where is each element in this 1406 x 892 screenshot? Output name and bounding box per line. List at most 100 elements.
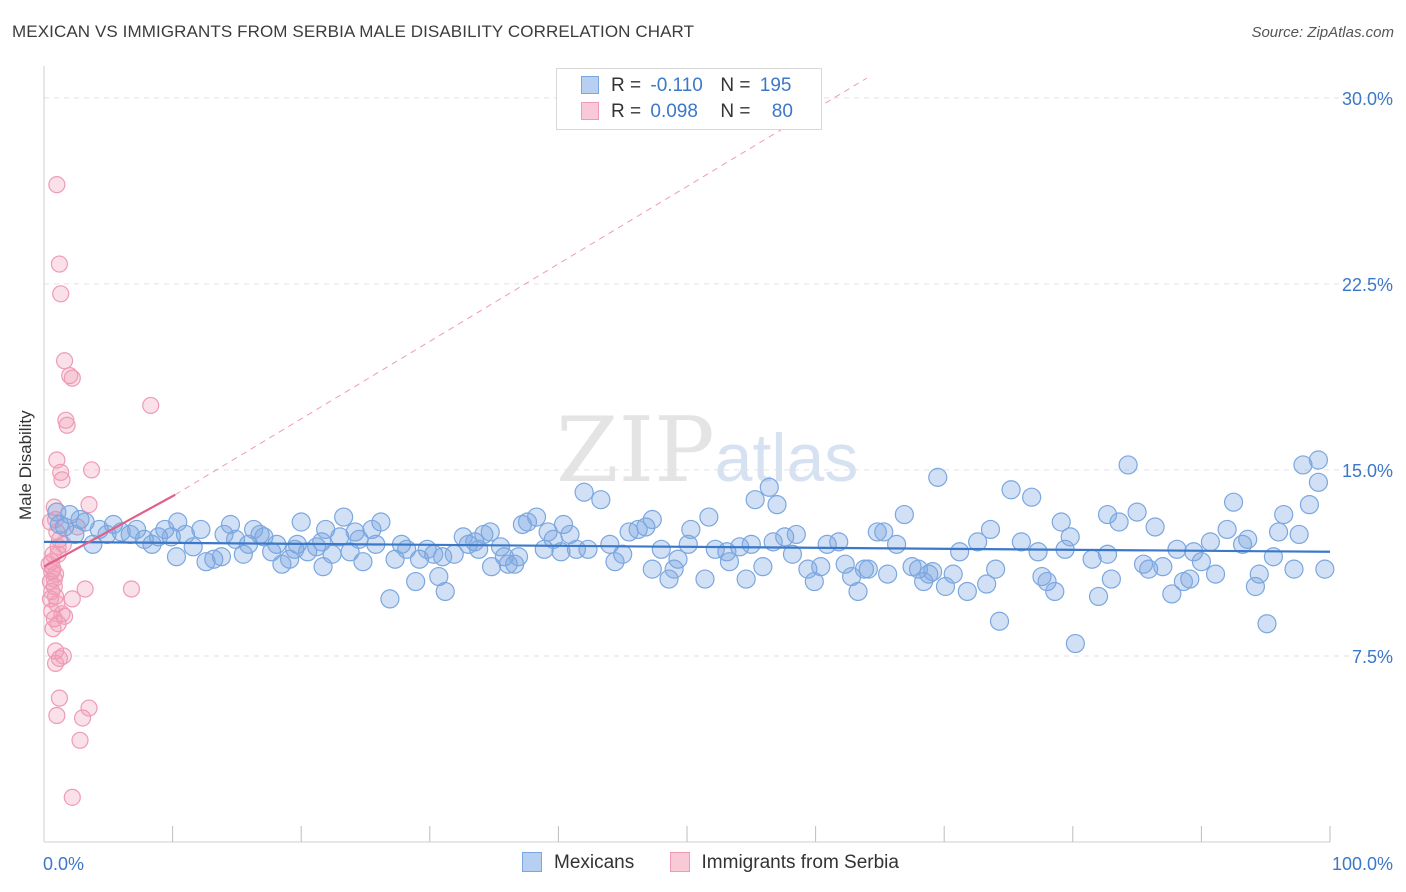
point-mexicans [957,581,977,602]
point-mexicans [605,552,625,572]
point-mexicans [1162,584,1182,604]
correlation-legend: R = -0.110 N = 195 R = 0.098 N = 80 [556,68,822,130]
point-mexicans [183,537,203,557]
point-serbia [41,590,60,608]
point-mexicans [1045,581,1065,602]
point-mexicans [54,517,75,537]
point-mexicans [322,544,342,564]
point-mexicans [980,519,1001,540]
point-mexicans [642,509,662,530]
point-mexicans [636,517,656,537]
point-mexicans [811,557,831,577]
legend-item-mexicans[interactable]: Mexicans [522,852,634,874]
legend-r-label: R = [611,75,647,96]
point-serbia [63,369,81,387]
point-mexicans [1065,633,1085,654]
point-mexicans [858,559,878,579]
point-serbia [55,352,74,370]
point-serbia [76,580,94,598]
legend-swatch-serbia [669,852,690,872]
chart-title: MEXICAN VS IMMIGRANTS FROM SERBIA MALE D… [12,22,695,41]
watermark-atlas: atlas [714,420,859,496]
point-mexicans [1315,559,1335,579]
y-tick-label: 7.5% [1352,647,1393,667]
point-mexicans [481,557,502,577]
point-mexicans [1127,502,1147,522]
point-mexicans [874,522,894,542]
point-serbia [80,699,98,717]
y-tick-labels: 7.5% 15.0% 22.5% 30.0% [1342,89,1393,667]
point-mexicans [406,571,426,592]
point-mexicans [741,534,761,554]
point-mexicans [1101,569,1121,589]
point-mexicans [312,532,332,552]
point-serbia [80,496,98,514]
trend-extension-serbia [174,77,868,496]
point-mexicans [1028,542,1048,562]
point-mexicans [409,549,430,569]
point-mexicans [1274,504,1294,525]
point-mexicans [566,539,587,559]
point-mexicans [782,544,803,564]
point-mexicans [977,574,997,594]
point-mexicans [298,542,318,562]
source-credit: Source: ZipAtlas.com [1251,24,1394,41]
point-mexicans [1060,527,1080,547]
series-legend: Mexicans Immigrants from Serbia [522,852,929,874]
point-mexicans [591,490,611,510]
point-mexicans [1180,569,1200,589]
y-tick-label: 22.5% [1342,275,1393,295]
point-mexicans [668,549,688,569]
legend-label-mexicans: Mexicans [554,852,635,873]
point-mexicans [1088,586,1109,607]
point-mexicans [166,547,187,567]
point-mexicans [1257,614,1277,634]
legend-r-label: R = [611,101,647,122]
point-mexicans [330,527,350,547]
legend-item-serbia[interactable]: Immigrants from Serbia [669,852,899,874]
point-mexicans [1299,495,1320,515]
legend-n-label: N = [720,75,756,96]
point-mexicans [950,542,970,562]
axes [43,66,1331,843]
trend-line-mexicans [43,540,1331,553]
point-mexicans [1153,557,1173,577]
point-mexicans [1245,576,1266,597]
y-tick-label: 15.0% [1342,461,1393,481]
point-mexicans [49,514,70,535]
point-mexicans [1205,564,1226,584]
point-mexicans [705,539,725,559]
watermark-zip: ZIP [556,398,715,503]
legend-label-serbia: Immigrants from Serbia [701,852,899,873]
point-mexicans [1022,487,1042,507]
point-mexicans [334,507,354,527]
point-serbia [50,689,69,707]
legend-n-value-mexicans: 195 [759,75,792,96]
watermark: ZIPatlas [556,398,858,503]
point-mexicans [578,539,598,559]
point-serbia [82,461,101,479]
x-tick-label-min: 0.0% [43,854,84,874]
point-mexicans [878,564,898,584]
point-mexicans [664,559,684,579]
point-mexicans [1217,519,1237,540]
point-mexicans [526,507,547,527]
point-mexicans [433,547,453,567]
point-mexicans [681,519,701,540]
point-mexicans [642,559,662,579]
point-mexicans [835,554,855,574]
point-mexicans [745,490,765,510]
point-mexicans [867,522,887,542]
point-serbia [71,731,89,749]
point-serbia [48,176,66,194]
point-mexicans [628,519,648,540]
point-mexicans [695,569,715,589]
point-mexicans [887,534,907,554]
point-mexicans [142,534,162,554]
point-mexicans [126,519,147,540]
series-mexicans-points [47,450,1335,654]
point-mexicans [574,482,594,502]
point-mexicans [1223,492,1244,512]
point-mexicans [517,512,538,532]
point-mexicans [1268,522,1289,542]
